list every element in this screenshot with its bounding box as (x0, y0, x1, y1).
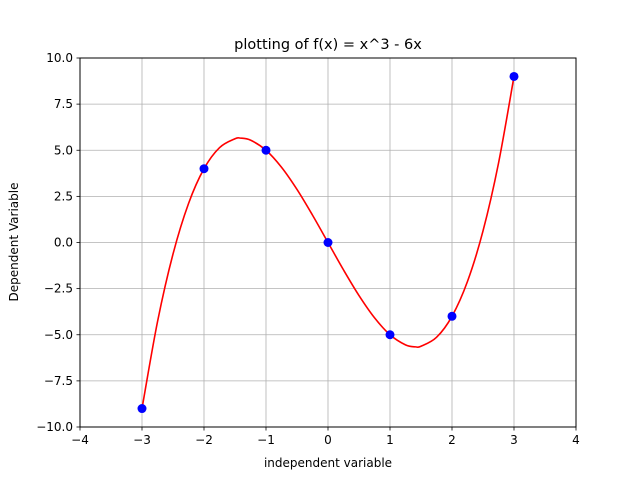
x-tick-label: 0 (324, 433, 332, 447)
x-tick-label: 1 (386, 433, 394, 447)
scatter-point (199, 164, 209, 174)
y-tick-label: 10.0 (46, 51, 73, 65)
scatter-point (447, 311, 457, 321)
x-tick-label: 2 (448, 433, 456, 447)
y-tick-label: −10.0 (36, 420, 73, 434)
y-axis-label: Dependent Variable (7, 183, 21, 302)
y-tick-label: −7.5 (44, 374, 73, 388)
scatter-point (137, 404, 147, 414)
y-tick-label: 7.5 (54, 97, 73, 111)
x-tick-label: −4 (71, 433, 89, 447)
y-axis: −10.0 −7.5 −5.0 −2.5 0.0 2.5 5.0 7.5 10.0 (36, 51, 80, 434)
y-tick-label: 2.5 (54, 189, 73, 203)
x-tick-label: −3 (133, 433, 151, 447)
series-scatter-layer (137, 71, 519, 414)
y-tick-label: −5.0 (44, 328, 73, 342)
x-tick-label: 3 (510, 433, 518, 447)
x-tick-label: −1 (257, 433, 275, 447)
scatter-point (261, 145, 271, 155)
x-axis: −4 −3 −2 −1 0 1 2 3 4 (71, 427, 580, 447)
scatter-point (323, 238, 333, 247)
scatter-point (385, 330, 395, 340)
y-tick-label: 5.0 (54, 143, 73, 157)
y-tick-label: 0.0 (54, 236, 73, 250)
x-tick-label: −2 (195, 433, 213, 447)
scatter-point (509, 71, 519, 81)
y-tick-label: −2.5 (44, 282, 73, 296)
chart-title: plotting of f(x) = x^3 - 6x (234, 37, 422, 53)
x-axis-label: independent variable (264, 456, 392, 470)
x-tick-label: 4 (572, 433, 580, 447)
